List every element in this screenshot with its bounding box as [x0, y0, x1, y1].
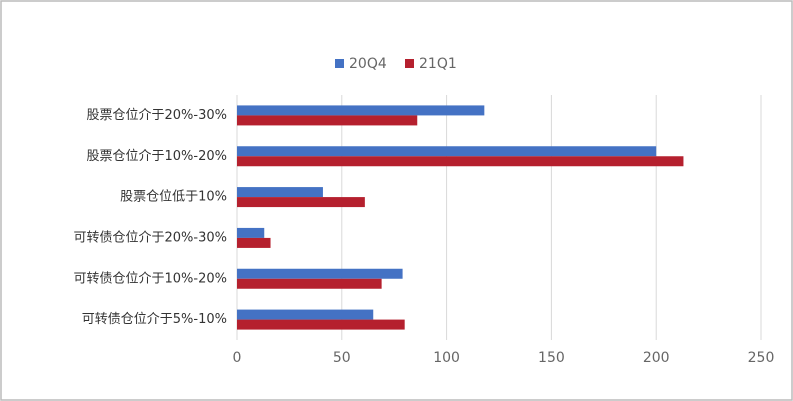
bar: [237, 197, 365, 208]
x-tick-label: 0: [233, 350, 242, 366]
y-tick-label: 股票仓位介于20%-30%: [87, 108, 227, 123]
bar: [237, 146, 657, 157]
bar: [237, 268, 403, 279]
y-tick-label: 股票仓位介于10%-20%: [87, 149, 227, 164]
x-tick-label: 200: [643, 350, 670, 366]
bar: [237, 237, 271, 248]
bar: [237, 309, 374, 320]
x-tick-label: 250: [748, 350, 775, 366]
y-tick-label: 股票仓位低于10%: [120, 190, 227, 205]
bar: [237, 105, 485, 116]
y-tick-label: 可转债仓位介于5%-10%: [82, 312, 227, 327]
x-tick-label: 150: [538, 350, 565, 366]
legend-swatch: [405, 59, 414, 68]
bar: [237, 187, 323, 198]
y-tick-label: 可转债仓位介于20%-30%: [74, 230, 227, 245]
bar: [237, 278, 382, 289]
bar: [237, 115, 418, 126]
bar: [237, 156, 684, 167]
x-tick-label: 50: [333, 350, 351, 366]
legend-label: 21Q1: [419, 56, 457, 72]
legend-label: 20Q4: [349, 56, 387, 72]
bar: [237, 227, 265, 238]
y-tick-label: 可转债仓位介于10%-20%: [74, 271, 227, 286]
legend-swatch: [335, 59, 344, 68]
bar: [237, 319, 405, 330]
x-tick-label: 100: [433, 350, 460, 366]
